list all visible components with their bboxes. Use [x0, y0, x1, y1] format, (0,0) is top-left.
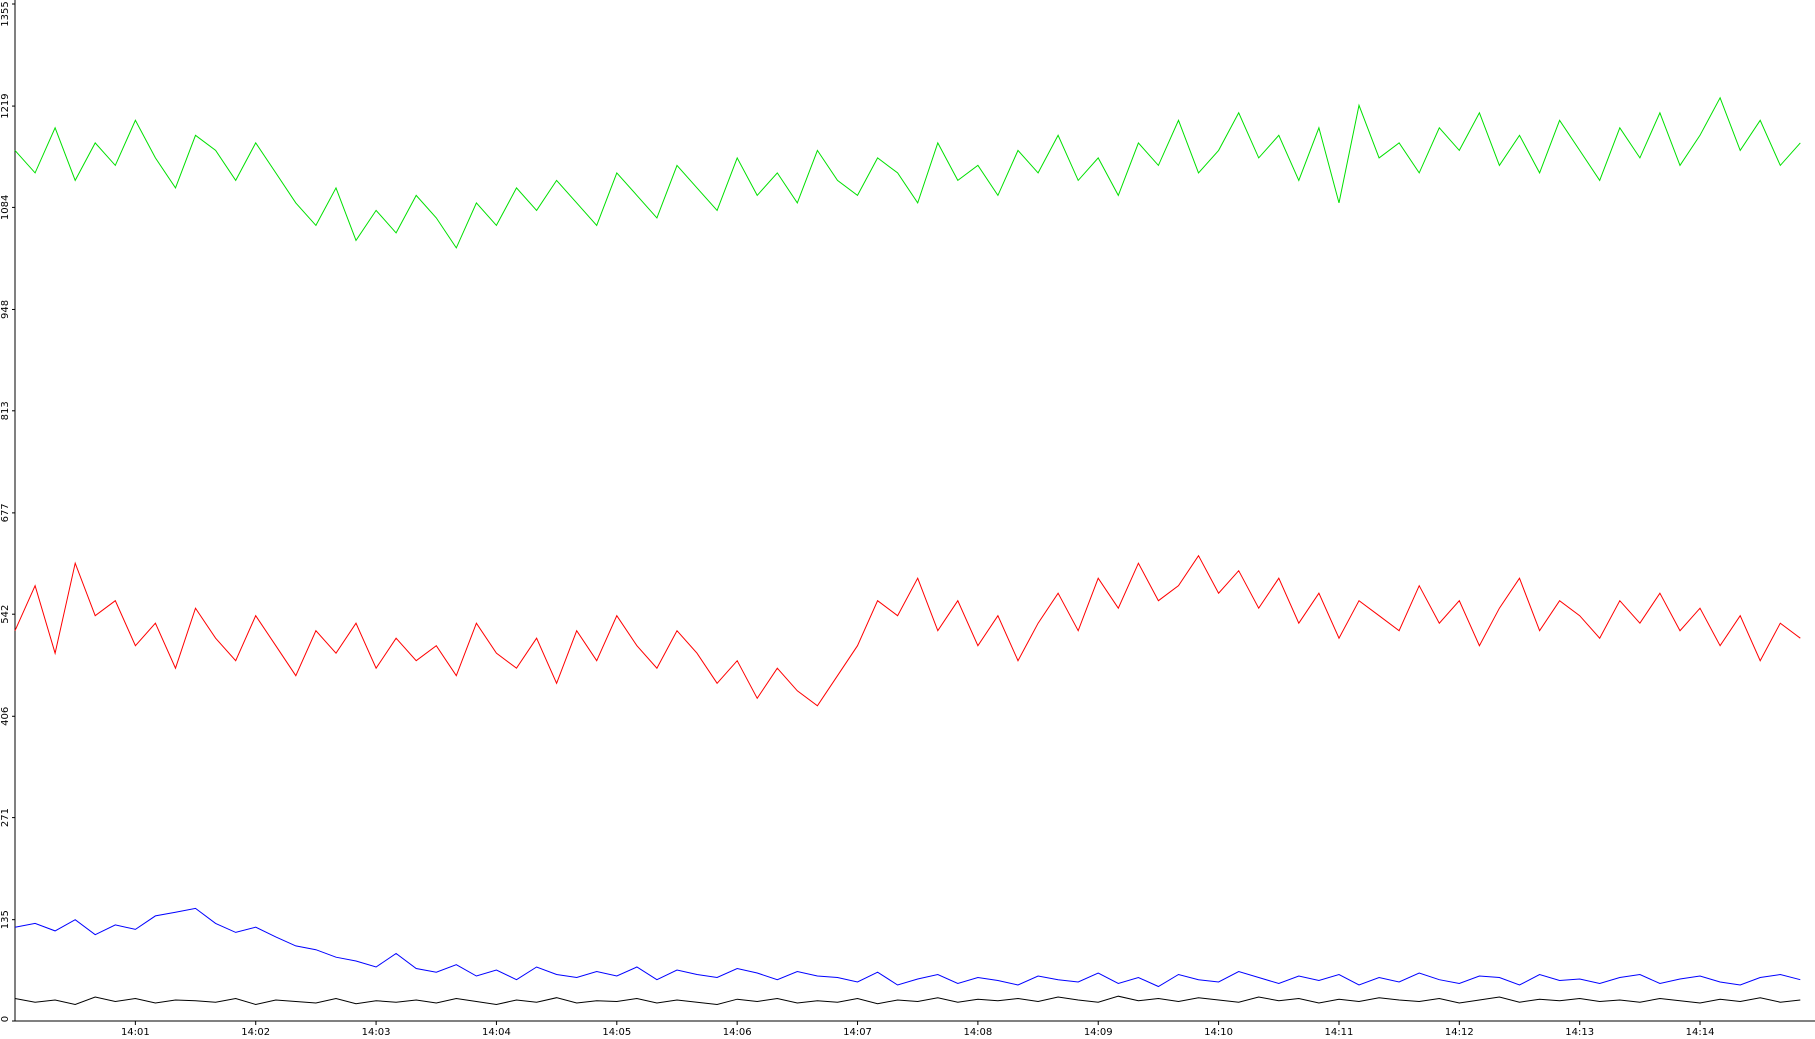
x-tick-label: 14:03 [362, 1027, 391, 1038]
y-tick-label: 542 [0, 605, 11, 624]
x-tick-label: 14:02 [241, 1027, 270, 1038]
y-tick-label: 1084 [0, 195, 11, 220]
y-tick-label: 813 [0, 401, 11, 420]
y-tick-label: 135 [0, 910, 11, 929]
x-tick-label: 14:10 [1204, 1027, 1233, 1038]
x-tick-label: 14:05 [602, 1027, 631, 1038]
x-tick-label: 14:14 [1686, 1027, 1715, 1038]
x-tick-label: 14:08 [963, 1027, 992, 1038]
y-tick-label: 406 [0, 707, 11, 726]
y-tick-label: 1219 [0, 93, 11, 118]
series-line [14, 554, 1801, 707]
y-tick-label: 948 [0, 300, 11, 319]
x-tick-label: 14:01 [121, 1027, 150, 1038]
y-tick-label: 1355 [0, 1, 11, 26]
series-line [14, 995, 1801, 1006]
x-tick-label: 14:04 [482, 1027, 511, 1038]
y-tick-label: 677 [0, 503, 11, 522]
x-tick-label: 14:09 [1084, 1027, 1113, 1038]
x-tick-label: 14:11 [1325, 1027, 1354, 1038]
y-tick-label: 0 [0, 1016, 11, 1022]
x-tick-label: 14:13 [1565, 1027, 1594, 1038]
series-line [14, 907, 1801, 988]
series-line [14, 96, 1801, 249]
x-tick-label: 14:06 [723, 1027, 752, 1038]
x-tick-label: 14:07 [843, 1027, 872, 1038]
x-tick-label: 14:12 [1445, 1027, 1474, 1038]
y-tick-label: 271 [0, 808, 11, 827]
